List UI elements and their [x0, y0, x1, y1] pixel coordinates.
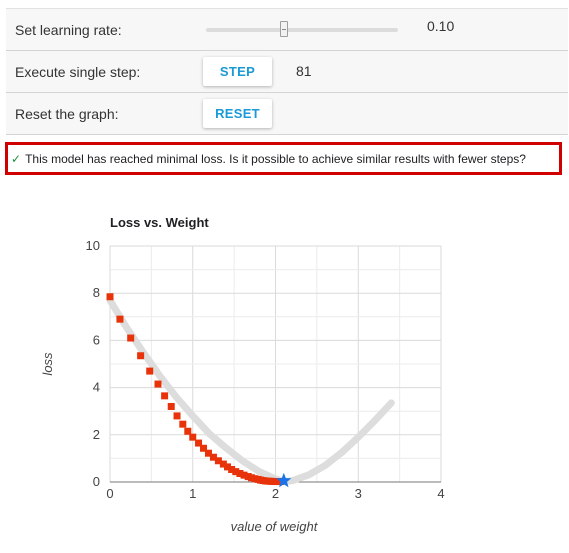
step-point — [189, 433, 197, 441]
learning-rate-row: Set learning rate: 0.10 — [6, 8, 568, 51]
banner-text: This model has reached minimal loss. Is … — [25, 151, 526, 166]
controls-panel: Set learning rate: 0.10 Execute single s… — [6, 8, 568, 135]
single-step-row: Execute single step: STEP 81 — [6, 51, 568, 93]
loss-curve — [106, 296, 395, 485]
step-point — [228, 465, 236, 473]
minimum-layer — [276, 472, 292, 488]
step-point — [236, 470, 244, 478]
step-point — [179, 420, 187, 428]
step-point — [116, 315, 124, 323]
x-tick-label: 0 — [106, 486, 113, 501]
step-count: 81 — [296, 63, 312, 79]
learning-rate-value: 0.10 — [427, 18, 455, 34]
step-point — [167, 402, 175, 410]
step-point — [146, 367, 154, 375]
x-tick-label: 4 — [437, 486, 444, 501]
single-step-label: Execute single step: — [15, 63, 141, 80]
learning-rate-label: Set learning rate: — [15, 21, 122, 38]
step-point — [224, 463, 232, 471]
x-axis-label: value of weight — [231, 519, 319, 534]
step-button[interactable]: STEP — [203, 57, 272, 86]
step-point — [106, 293, 114, 301]
loss-curve-layer — [106, 296, 395, 485]
chart-grid — [109, 245, 442, 483]
step-point — [195, 439, 203, 447]
x-tick-label: 3 — [355, 486, 362, 501]
reset-label: Reset the graph: — [15, 105, 119, 122]
chart-ticks: 0 1 2 3 4 0 2 4 6 8 10 — [86, 238, 445, 501]
chart-title: Loss vs. Weight — [110, 215, 209, 230]
learning-rate-slider-track[interactable] — [206, 28, 398, 32]
reset-button[interactable]: RESET — [203, 99, 272, 128]
step-point — [161, 392, 169, 400]
x-tick-label: 1 — [189, 486, 196, 501]
loss-vs-weight-chart: Loss vs. Weight 0 1 2 3 4 0 2 4 6 8 10 value of we… — [40, 215, 445, 534]
step-point — [137, 352, 145, 360]
step-point — [209, 453, 217, 461]
step-point — [204, 449, 212, 457]
check-icon: ✓ — [11, 151, 22, 166]
step-point — [173, 412, 181, 420]
star-icon — [276, 472, 292, 488]
step-point — [219, 460, 227, 468]
learning-rate-slider-thumb[interactable] — [280, 21, 288, 37]
y-tick-label: 2 — [93, 427, 100, 442]
step-point — [240, 471, 248, 479]
steps-layer — [106, 293, 284, 486]
x-tick-label: 2 — [272, 486, 279, 501]
status-banner: ✓ This model has reached minimal loss. I… — [5, 142, 562, 175]
step-point — [214, 457, 222, 465]
step-point — [200, 444, 208, 452]
step-point — [154, 380, 162, 388]
y-tick-label: 4 — [93, 380, 100, 395]
step-point — [127, 334, 135, 342]
y-axis-label: loss — [40, 352, 55, 376]
y-tick-label: 10 — [86, 238, 100, 253]
step-point — [232, 468, 240, 476]
reset-row: Reset the graph: RESET — [6, 93, 568, 135]
step-point — [184, 427, 192, 435]
y-tick-label: 8 — [93, 285, 100, 300]
y-tick-label: 6 — [93, 332, 100, 347]
y-tick-label: 0 — [93, 474, 100, 489]
